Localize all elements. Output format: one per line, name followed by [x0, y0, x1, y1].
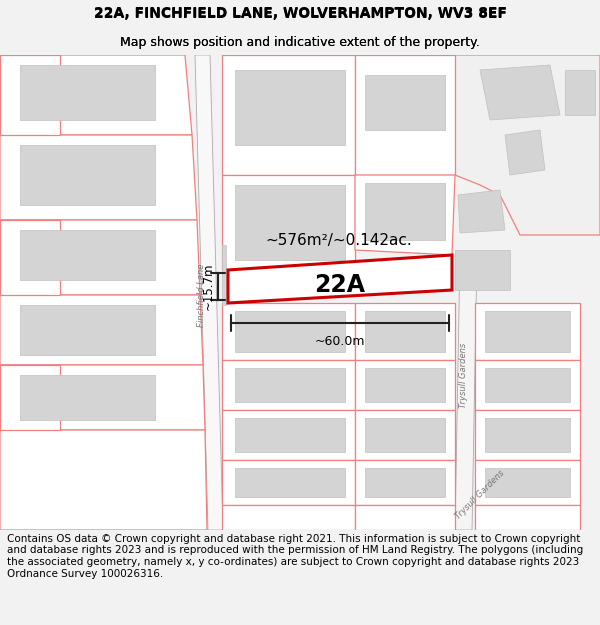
Polygon shape: [475, 410, 580, 460]
Polygon shape: [222, 460, 355, 505]
Polygon shape: [235, 418, 345, 452]
Text: ~60.0m: ~60.0m: [315, 335, 365, 348]
Polygon shape: [355, 55, 455, 175]
Polygon shape: [0, 365, 205, 430]
Polygon shape: [458, 190, 505, 233]
Polygon shape: [505, 130, 545, 175]
Text: ~15.7m: ~15.7m: [202, 262, 215, 310]
Text: 22A: 22A: [314, 273, 365, 297]
Polygon shape: [565, 70, 595, 115]
Polygon shape: [475, 303, 580, 360]
Polygon shape: [222, 360, 355, 410]
Text: 22A, FINCHFIELD LANE, WOLVERHAMPTON, WV3 8EF: 22A, FINCHFIELD LANE, WOLVERHAMPTON, WV3…: [94, 7, 506, 21]
Text: Trysull Gardens: Trysull Gardens: [458, 342, 467, 408]
Polygon shape: [195, 55, 223, 530]
Polygon shape: [485, 368, 570, 402]
Polygon shape: [355, 505, 455, 530]
Polygon shape: [485, 468, 570, 497]
Polygon shape: [365, 183, 445, 240]
Polygon shape: [365, 418, 445, 452]
Polygon shape: [20, 230, 155, 280]
Polygon shape: [235, 70, 345, 145]
Text: Contains OS data © Crown copyright and database right 2021. This information is : Contains OS data © Crown copyright and d…: [7, 534, 583, 579]
Polygon shape: [455, 55, 600, 235]
Polygon shape: [222, 505, 355, 530]
Polygon shape: [0, 135, 197, 220]
Polygon shape: [485, 311, 570, 352]
Polygon shape: [235, 368, 345, 402]
Polygon shape: [0, 55, 192, 135]
Polygon shape: [20, 65, 155, 120]
Polygon shape: [365, 311, 445, 352]
Polygon shape: [0, 365, 60, 430]
Polygon shape: [475, 505, 580, 530]
Polygon shape: [222, 175, 355, 270]
Polygon shape: [235, 311, 345, 352]
Text: Map shows position and indicative extent of the property.: Map shows position and indicative extent…: [120, 36, 480, 49]
Polygon shape: [222, 245, 226, 305]
Polygon shape: [0, 430, 207, 530]
Text: Map shows position and indicative extent of the property.: Map shows position and indicative extent…: [120, 36, 480, 49]
Text: 22A, FINCHFIELD LANE, WOLVERHAMPTON, WV3 8EF: 22A, FINCHFIELD LANE, WOLVERHAMPTON, WV3…: [94, 6, 506, 20]
Polygon shape: [355, 175, 455, 255]
Polygon shape: [365, 75, 445, 130]
Polygon shape: [20, 145, 155, 205]
Polygon shape: [228, 255, 452, 303]
Polygon shape: [475, 460, 580, 505]
Text: Trysull Gardens: Trysull Gardens: [454, 469, 506, 521]
Polygon shape: [222, 55, 355, 175]
Text: ~576m²/~0.142ac.: ~576m²/~0.142ac.: [265, 232, 412, 248]
Polygon shape: [365, 468, 445, 497]
Polygon shape: [20, 305, 155, 355]
Polygon shape: [222, 410, 355, 460]
Polygon shape: [355, 360, 455, 410]
Polygon shape: [365, 368, 445, 402]
Polygon shape: [222, 303, 355, 360]
Polygon shape: [0, 220, 200, 295]
Polygon shape: [485, 418, 570, 452]
Polygon shape: [0, 295, 203, 365]
Polygon shape: [0, 220, 60, 295]
Polygon shape: [480, 65, 560, 120]
Polygon shape: [355, 460, 455, 505]
Polygon shape: [355, 410, 455, 460]
Polygon shape: [475, 360, 580, 410]
Polygon shape: [0, 55, 60, 135]
Polygon shape: [455, 250, 510, 290]
Polygon shape: [235, 185, 345, 260]
Polygon shape: [20, 375, 155, 420]
Polygon shape: [355, 303, 455, 360]
Text: Finchfield Lane: Finchfield Lane: [197, 263, 206, 327]
Polygon shape: [455, 255, 477, 530]
Polygon shape: [235, 468, 345, 497]
